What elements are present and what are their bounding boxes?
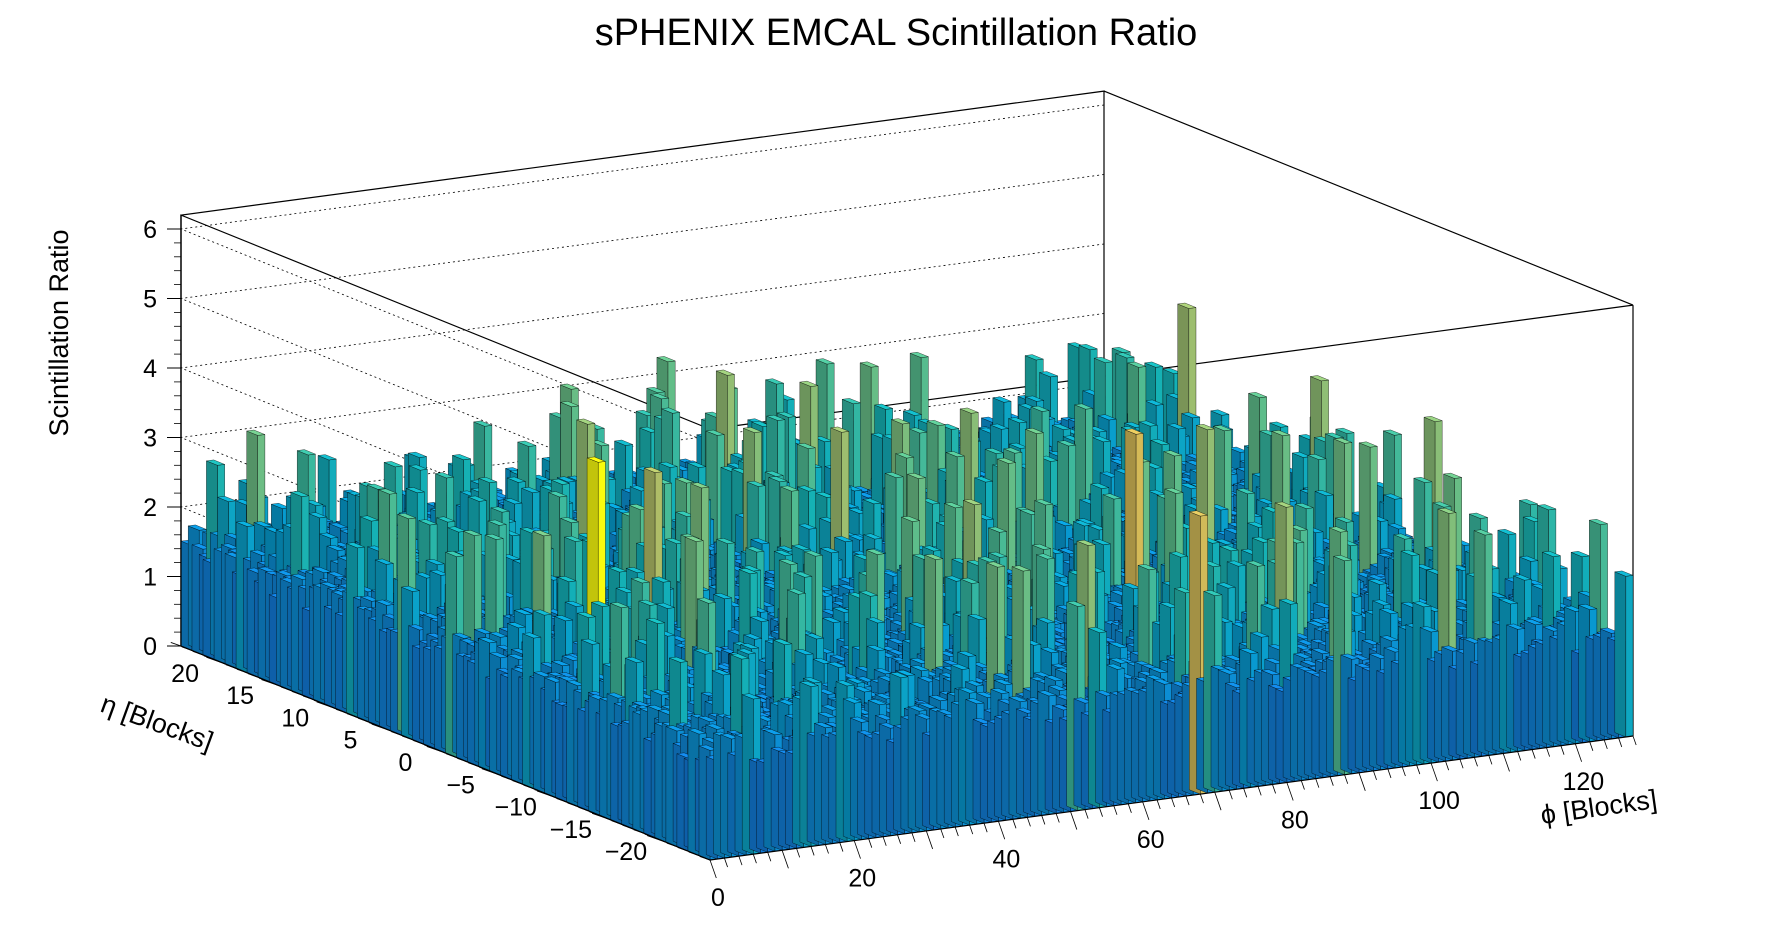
bar-field — [180, 302, 1634, 861]
grid-line — [179, 104, 1105, 444]
top-right-edge — [1103, 90, 1634, 306]
bar-top — [187, 524, 208, 531]
bar-top — [656, 356, 676, 362]
bar-top — [205, 459, 226, 466]
bar-top — [317, 454, 337, 461]
chart-title: sPHENIX EMCAL Scintillation Ratio — [594, 12, 1198, 54]
